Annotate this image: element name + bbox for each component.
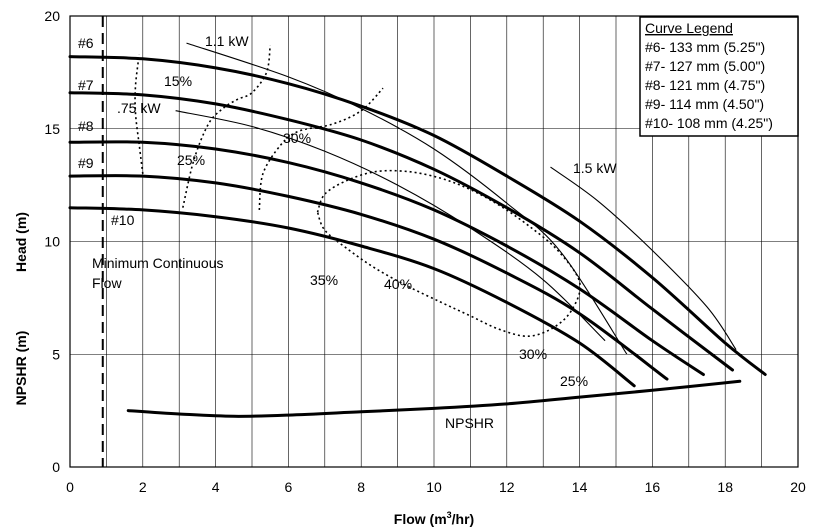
head-curve <box>68 91 734 372</box>
label-eff-40: 40% <box>384 276 412 292</box>
x-tick-label: 0 <box>66 479 74 495</box>
head-curve <box>68 174 669 381</box>
x-tick-label: 12 <box>499 479 515 495</box>
label-min-flow-1: Minimum Continuous <box>92 255 224 271</box>
power-line <box>550 166 737 351</box>
label-min-flow-2: Flow <box>92 275 122 291</box>
label-npshr: NPSHR <box>445 415 494 431</box>
legend-title: Curve Legend <box>645 20 733 36</box>
label-kw-1-5: 1.5 kW <box>573 160 617 176</box>
x-tick-label: 20 <box>790 479 806 495</box>
label-curve-9: #9 <box>78 155 94 171</box>
label-curve-7: #7 <box>78 77 94 93</box>
legend: Curve Legend #6- 133 mm (5.25") #7- 127 … <box>639 16 799 137</box>
efficiency-contours <box>134 45 581 338</box>
head-curve <box>68 206 636 388</box>
x-tick-label: 14 <box>572 479 588 495</box>
efficiency-contour <box>316 169 581 338</box>
x-tick-label: 18 <box>717 479 733 495</box>
annotation-labels: Minimum Continuous Flow NPSHR 15% 25% 30… <box>78 33 617 431</box>
head-curves <box>68 55 767 418</box>
x-tick-label: 10 <box>426 479 442 495</box>
y-tick-labels: 0 5 10 15 20 <box>44 8 60 475</box>
y-tick-label: 10 <box>44 234 60 250</box>
label-curve-10: #10 <box>111 212 135 228</box>
legend-entry: #10- 108 mm (4.25") <box>645 115 773 131</box>
power-lines <box>175 42 737 355</box>
y-tick-label: 15 <box>44 121 60 137</box>
x-tick-label: 16 <box>645 479 661 495</box>
y-tick-label: 0 <box>52 459 60 475</box>
x-axis-label: Flow (m3/hr) <box>394 510 474 527</box>
label-eff-15: 15% <box>164 73 192 89</box>
legend-box <box>639 16 799 137</box>
label-eff-25b: 25% <box>560 373 588 389</box>
y-tick-label: 5 <box>52 346 60 362</box>
head-curve <box>68 55 767 376</box>
label-curve-6: #6 <box>78 35 94 51</box>
label-kw-1-1: 1.1 kW <box>205 33 249 49</box>
label-curve-8: #8 <box>78 118 94 134</box>
head-curve <box>68 140 705 376</box>
efficiency-contour <box>134 54 144 174</box>
legend-entry: #9- 114 mm (4.50") <box>645 96 764 112</box>
x-tick-label: 2 <box>139 479 147 495</box>
label-eff-35: 35% <box>310 272 338 288</box>
npshr-curve <box>126 379 742 418</box>
plot-frame <box>69 15 799 468</box>
efficiency-contour <box>182 45 271 208</box>
efficiency-contour <box>258 87 384 210</box>
legend-entry: #6- 133 mm (5.25") <box>645 39 765 55</box>
y-axis-label-head: Head (m) <box>13 212 29 272</box>
label-eff-30a: 30% <box>283 130 311 146</box>
y-tick-label: 20 <box>44 8 60 24</box>
label-kw-0-75: .75 kW <box>117 100 161 116</box>
power-line <box>186 42 628 355</box>
label-eff-25: 25% <box>177 152 205 168</box>
y-axis-label-npshr: NPSHR (m) <box>13 331 29 406</box>
power-line <box>175 110 606 342</box>
label-eff-30b: 30% <box>519 346 547 362</box>
legend-entry: #8- 121 mm (4.75") <box>645 77 765 93</box>
x-tick-label: 6 <box>285 479 293 495</box>
x-tick-label: 8 <box>357 479 365 495</box>
x-tick-label: 4 <box>212 479 220 495</box>
legend-entry: #7- 127 mm (5.00") <box>645 58 765 74</box>
x-tick-labels: 0 2 4 6 8 10 12 14 16 18 20 <box>66 479 806 495</box>
